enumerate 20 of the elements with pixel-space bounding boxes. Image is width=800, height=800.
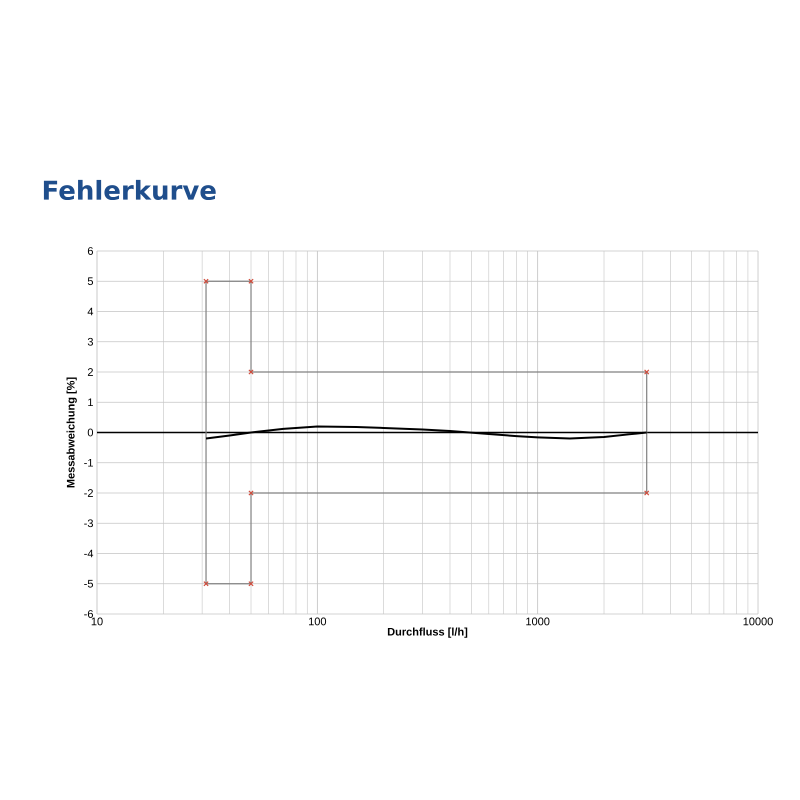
y-tick-label: 3 bbox=[88, 338, 93, 346]
y-tick-label: 5 bbox=[88, 277, 93, 286]
chart-title: Fehlerkurve bbox=[44, 180, 216, 200]
y-tick-label: -5 bbox=[84, 580, 93, 588]
y-tick-label: 2 bbox=[88, 368, 93, 376]
x-tick-label: 1000 bbox=[526, 618, 550, 626]
y-tick-label: -3 bbox=[84, 519, 93, 528]
y-tick-label: 4 bbox=[88, 308, 94, 316]
y-tick-label: 6 bbox=[88, 247, 93, 255]
y-tick-label: -1 bbox=[84, 458, 93, 467]
y-tick-label: 1 bbox=[88, 398, 93, 406]
y-tick-label: -6 bbox=[84, 610, 93, 618]
y-tick-label: -2 bbox=[84, 489, 93, 497]
y-tick-label: -4 bbox=[84, 550, 94, 558]
x-tick-label: 10000 bbox=[744, 618, 773, 626]
y-axis-title: Messabweichung [%] bbox=[66, 378, 77, 488]
x-axis-title: Durchfluss [l/h] bbox=[388, 628, 468, 638]
y-tick-label: 0 bbox=[88, 428, 94, 436]
x-tick-label: 10 bbox=[92, 618, 103, 626]
x-tick-label: 100 bbox=[308, 618, 326, 626]
